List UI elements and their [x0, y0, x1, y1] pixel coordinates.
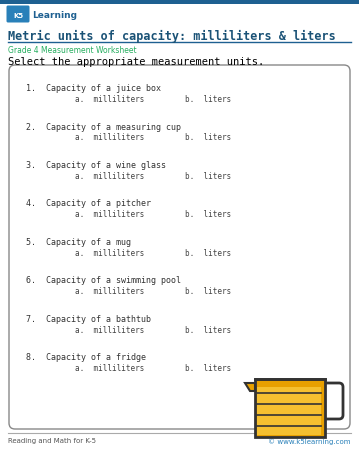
Text: Select the appropriate measurement units.: Select the appropriate measurement units… — [8, 57, 264, 67]
Text: Grade 4 Measurement Worksheet: Grade 4 Measurement Worksheet — [8, 46, 137, 55]
Text: Learning: Learning — [32, 12, 77, 20]
Text: Reading and Math for K-5: Reading and Math for K-5 — [8, 437, 96, 443]
Text: b.  liters: b. liters — [185, 133, 231, 142]
Text: Metric units of capacity: milliliters & liters: Metric units of capacity: milliliters & … — [8, 30, 336, 43]
FancyBboxPatch shape — [9, 66, 350, 429]
Text: b.  liters: b. liters — [185, 249, 231, 257]
Text: 2.  Capacity of a measuring cup: 2. Capacity of a measuring cup — [26, 122, 181, 131]
Text: a.  milliliters: a. milliliters — [75, 249, 144, 257]
Text: a.  milliliters: a. milliliters — [75, 95, 144, 104]
Text: 6.  Capacity of a swimming pool: 6. Capacity of a swimming pool — [26, 276, 181, 285]
FancyBboxPatch shape — [321, 383, 343, 419]
Bar — [0, 0, 359, 5]
Text: a.  milliliters: a. milliliters — [75, 133, 144, 142]
FancyBboxPatch shape — [6, 6, 29, 24]
Text: a.  milliliters: a. milliliters — [75, 210, 144, 219]
Text: a.  milliliters: a. milliliters — [75, 364, 144, 373]
Text: b.  liters: b. liters — [185, 210, 231, 219]
Text: 4.  Capacity of a pitcher: 4. Capacity of a pitcher — [26, 199, 151, 208]
Text: 3.  Capacity of a wine glass: 3. Capacity of a wine glass — [26, 161, 166, 169]
Text: K5: K5 — [13, 13, 23, 19]
Text: b.  liters: b. liters — [185, 364, 231, 373]
Text: a.  milliliters: a. milliliters — [75, 325, 144, 334]
Text: b.  liters: b. liters — [185, 325, 231, 334]
Text: 8.  Capacity of a fridge: 8. Capacity of a fridge — [26, 353, 146, 362]
Text: 7.  Capacity of a bathtub: 7. Capacity of a bathtub — [26, 314, 151, 323]
Text: a.  milliliters: a. milliliters — [75, 172, 144, 181]
Text: 1.  Capacity of a juice box: 1. Capacity of a juice box — [26, 84, 161, 93]
Bar — [257, 387, 321, 435]
Text: b.  liters: b. liters — [185, 287, 231, 296]
Text: a.  milliliters: a. milliliters — [75, 287, 144, 296]
Text: b.  liters: b. liters — [185, 172, 231, 181]
Text: © www.k5learning.com: © www.k5learning.com — [269, 437, 351, 444]
Polygon shape — [245, 383, 255, 391]
Text: 5.  Capacity of a mug: 5. Capacity of a mug — [26, 238, 131, 246]
Bar — [255, 379, 325, 437]
Text: b.  liters: b. liters — [185, 95, 231, 104]
